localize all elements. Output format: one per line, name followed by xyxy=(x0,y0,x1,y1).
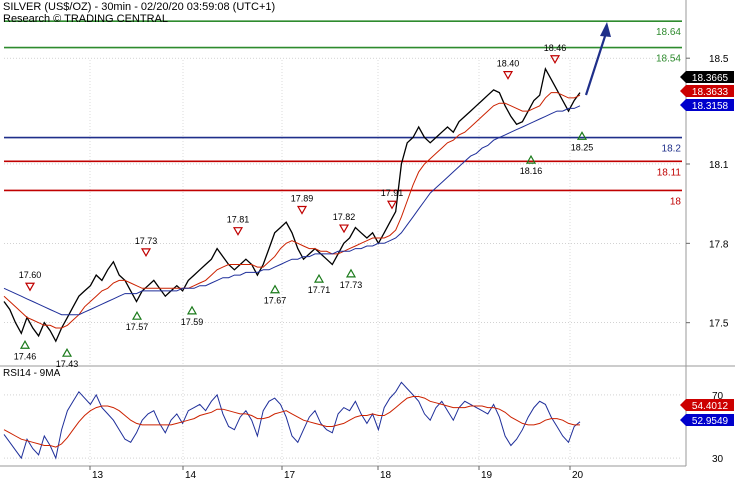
price-box-bg xyxy=(686,85,734,97)
swing-low-marker xyxy=(269,284,281,294)
price-box: 18.3665 xyxy=(680,71,734,84)
swing-high-label: 17.81 xyxy=(227,215,250,225)
fast-ma-line xyxy=(3,92,581,329)
rsi-box: 54.4012 xyxy=(680,399,734,412)
y-tick-label: 18.5 xyxy=(709,54,729,65)
price-box-label: 18.3665 xyxy=(692,73,729,84)
swing-high-label: 17.91 xyxy=(381,188,404,198)
level-label: 18.54 xyxy=(656,54,681,65)
swing-low-label: 18.16 xyxy=(520,166,543,176)
rsi-box: 52.9549 xyxy=(680,414,734,427)
swing-low-label: 17.57 xyxy=(126,322,149,332)
price-box-pointer xyxy=(680,85,686,97)
swing-low-marker xyxy=(525,154,537,164)
swing-low-label: 17.71 xyxy=(308,285,331,295)
swing-high-marker xyxy=(502,71,514,80)
chart-title: SILVER (US$/OZ) - 30min - 02/20/20 03:59… xyxy=(3,1,276,13)
rsi-tick-label: 30 xyxy=(712,454,724,465)
x-tick-label: 13 xyxy=(92,470,104,480)
x-tick-label: 14 xyxy=(185,470,197,480)
price-box-bg xyxy=(686,99,734,111)
level-label: 18 xyxy=(670,196,682,207)
slow-ma-line xyxy=(3,105,581,316)
rsi-line xyxy=(3,381,581,460)
forecast-arrow-line xyxy=(584,29,609,96)
price-box: 18.3158 xyxy=(680,99,734,112)
rsi-ma-line xyxy=(3,396,580,448)
swing-high-label: 17.82 xyxy=(333,212,356,222)
rsi-box-label: 54.4012 xyxy=(692,401,729,412)
forecast-arrow-head xyxy=(600,22,611,37)
y-tick-label: 17.5 xyxy=(709,319,729,330)
level-label: 18.2 xyxy=(662,144,682,155)
rsi-box-bg xyxy=(686,399,734,411)
rsi-panel-title: RSI14 - 9MA xyxy=(3,368,61,379)
level-label: 18.11 xyxy=(657,167,682,178)
swing-high-marker xyxy=(549,55,561,64)
swing-low-marker xyxy=(345,268,357,278)
chart-credit: Research © TRADING CENTRAL xyxy=(3,13,168,25)
rsi-tick-label: 70 xyxy=(712,391,724,402)
y-tick-label: 17.8 xyxy=(709,239,729,250)
swing-high-marker xyxy=(338,224,350,234)
swing-low-marker xyxy=(131,310,143,320)
swing-low-label: 17.67 xyxy=(264,296,287,306)
price-box-pointer xyxy=(680,71,686,83)
x-tick-label: 19 xyxy=(481,470,493,480)
swing-high-marker xyxy=(386,200,398,210)
swing-high-marker xyxy=(24,282,36,292)
y-tick-label: 18.1 xyxy=(709,160,729,171)
x-tick-label: 17 xyxy=(284,470,296,480)
price-box-label: 18.3633 xyxy=(692,87,729,98)
price-series-line xyxy=(3,66,581,343)
swing-low-marker xyxy=(313,273,325,283)
swing-high-label: 17.60 xyxy=(19,270,42,280)
rsi-box-pointer xyxy=(680,399,686,411)
swing-low-marker xyxy=(186,305,198,315)
swing-low-marker xyxy=(19,340,31,349)
rsi-box-label: 52.9549 xyxy=(692,416,729,427)
swing-low-marker xyxy=(61,347,73,357)
rsi-box-bg xyxy=(686,414,734,426)
swing-low-label: 17.43 xyxy=(56,359,79,369)
swing-low-label: 17.73 xyxy=(340,280,363,290)
swing-high-marker xyxy=(232,227,244,236)
price-box: 18.3633 xyxy=(680,85,734,98)
price-box-label: 18.3158 xyxy=(692,101,729,112)
swing-high-label: 17.89 xyxy=(291,194,314,204)
price-box-pointer xyxy=(680,99,686,111)
x-tick-label: 18 xyxy=(380,470,392,480)
level-label: 18.64 xyxy=(656,27,681,38)
swing-high-marker xyxy=(140,248,152,258)
x-tick-label: 20 xyxy=(572,470,584,480)
rsi-box-pointer xyxy=(680,414,686,426)
swing-low-label: 18.25 xyxy=(571,142,594,152)
swing-high-marker xyxy=(296,205,308,215)
swing-high-label: 18.40 xyxy=(497,59,520,69)
swing-low-marker xyxy=(576,131,588,140)
swing-high-label: 17.73 xyxy=(135,236,158,246)
swing-high-label: 18.46 xyxy=(544,43,567,53)
swing-low-label: 17.59 xyxy=(181,317,204,327)
swing-low-label: 17.46 xyxy=(14,351,37,361)
price-box-bg xyxy=(686,71,734,83)
